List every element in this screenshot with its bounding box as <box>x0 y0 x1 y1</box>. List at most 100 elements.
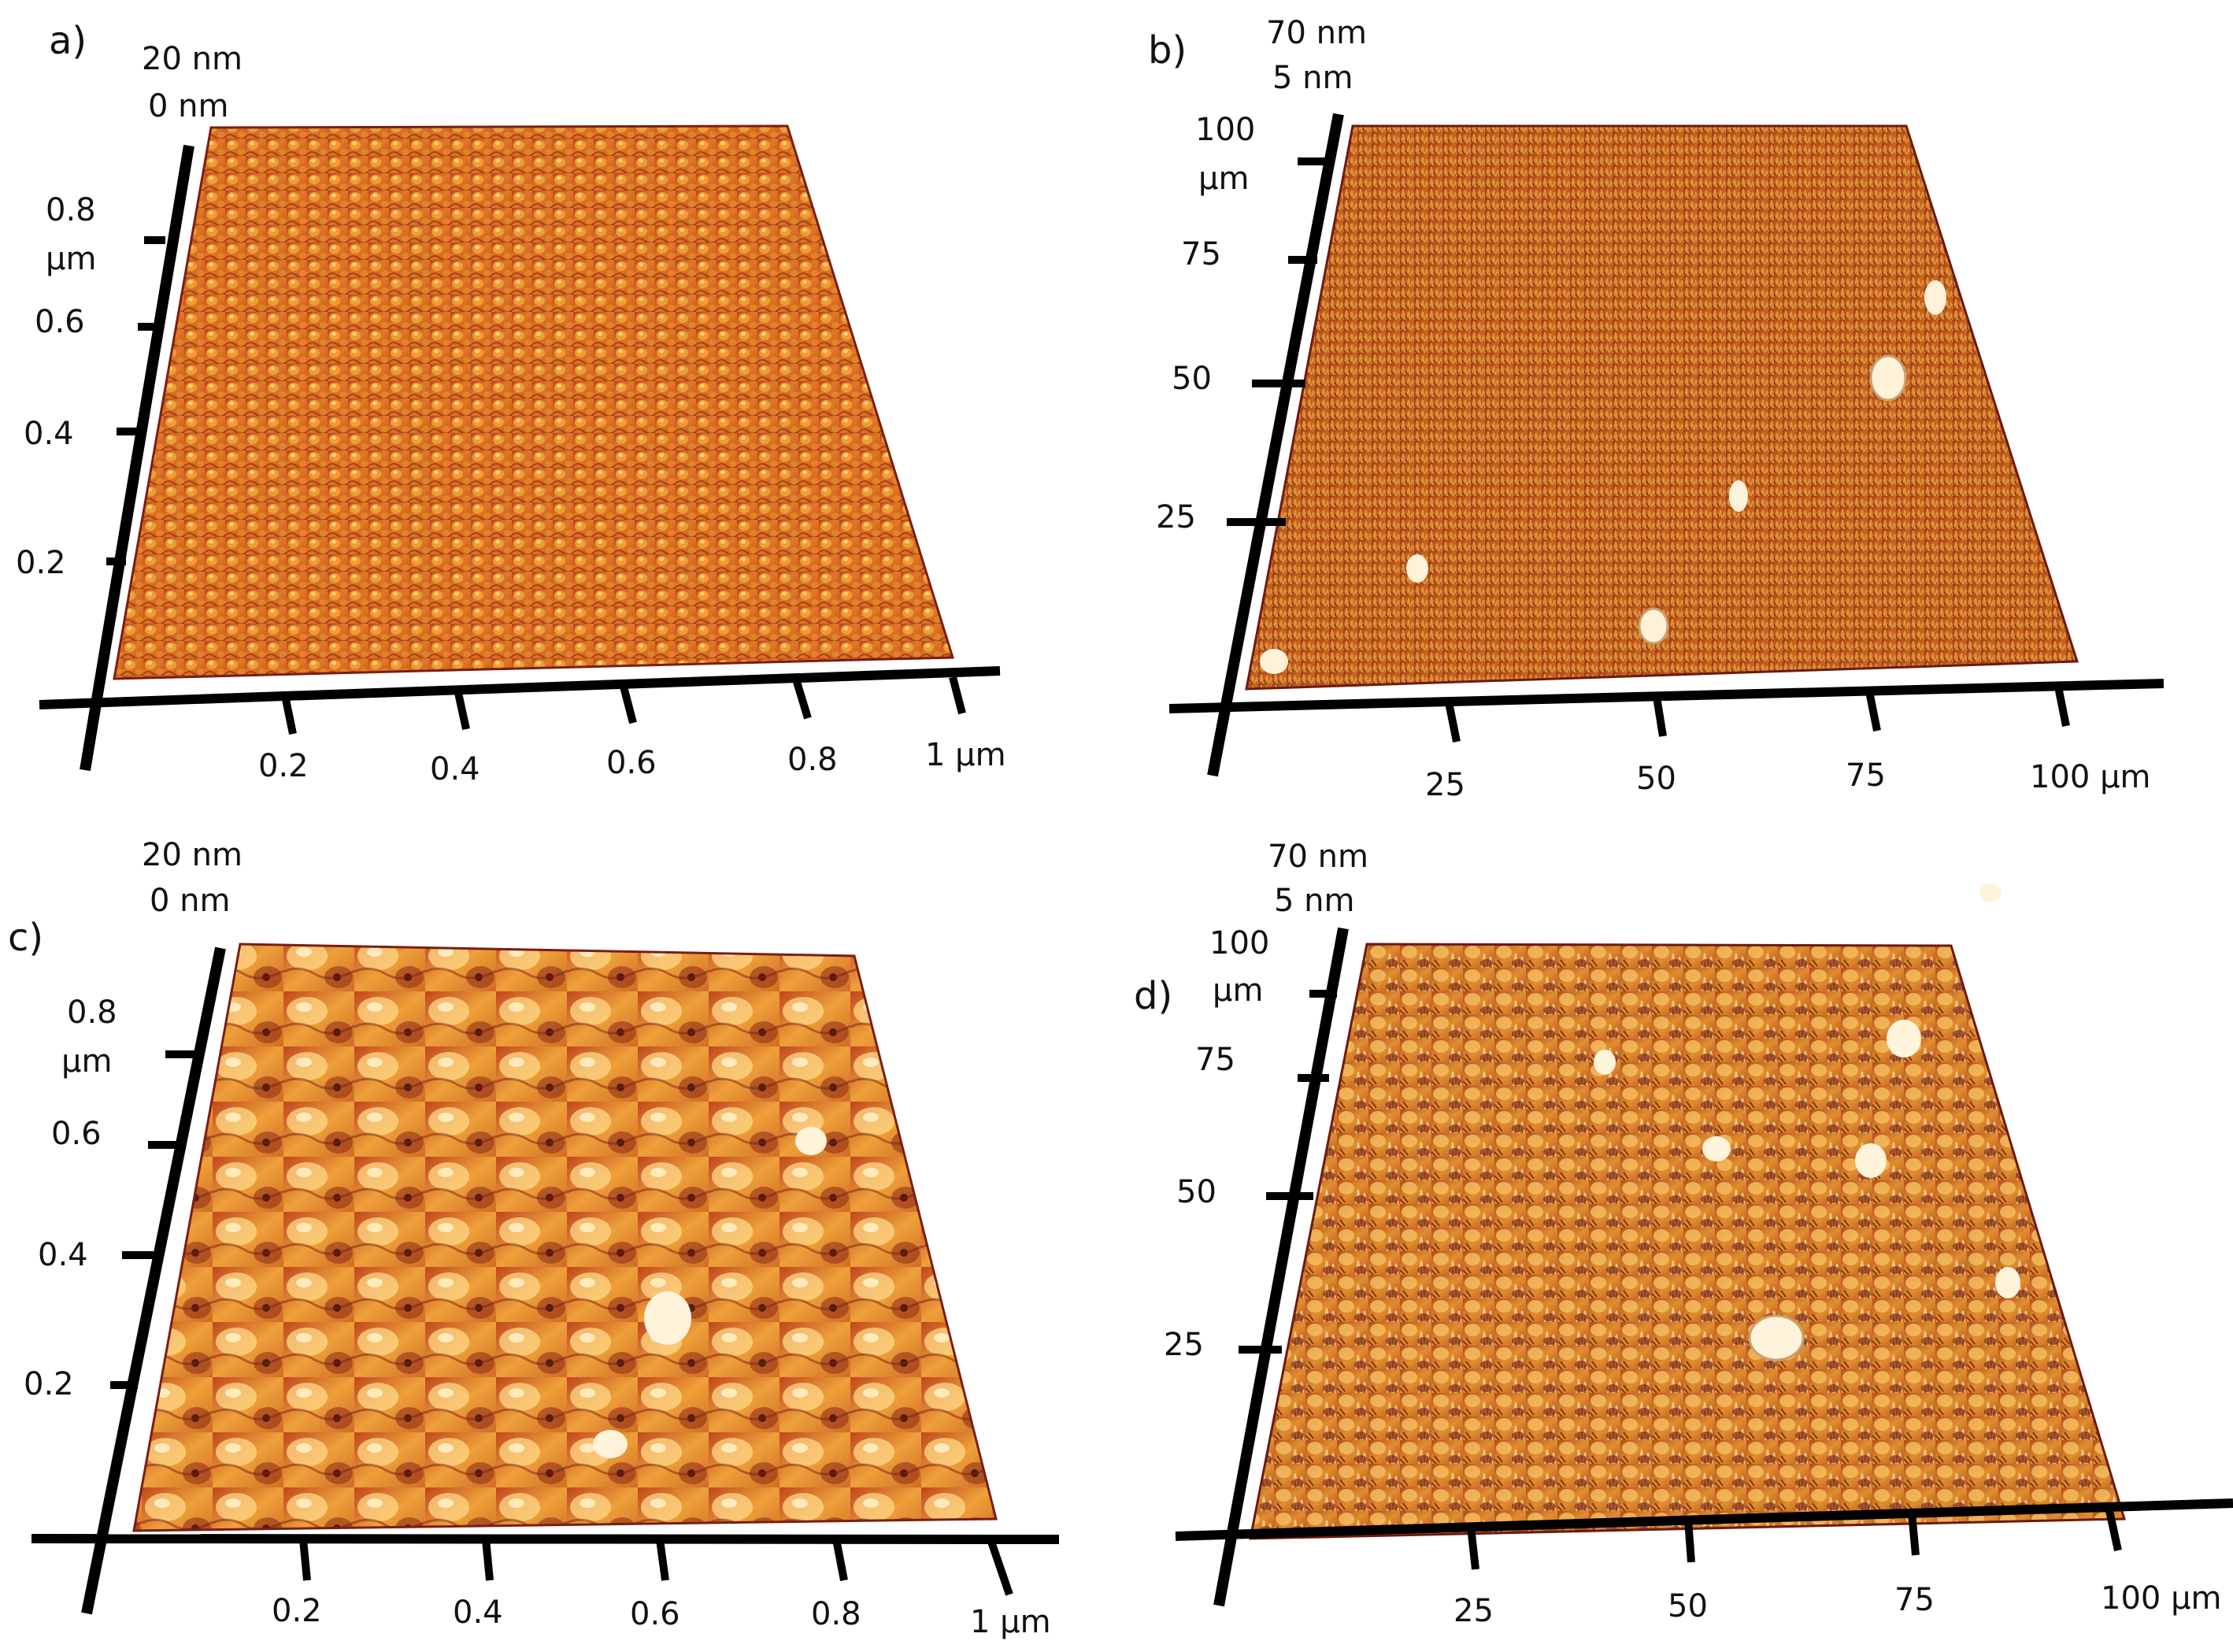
z-max-label: 70 nm <box>1266 15 1367 51</box>
surface-peak <box>795 1127 827 1155</box>
surface-peak <box>1702 1136 1731 1161</box>
x-tick-label: 50 <box>1668 1588 1708 1624</box>
z-max-label: 70 nm <box>1268 839 1368 875</box>
x-tick <box>1908 1512 1920 1556</box>
y-tick-label: 0.4 <box>38 1237 88 1273</box>
x-tick-label: 25 <box>1425 767 1465 803</box>
surface-peak <box>1729 480 1748 512</box>
surface-peak <box>1748 1314 1805 1361</box>
x-tick-label: 50 <box>1636 761 1676 797</box>
y-tick-label: 50 <box>1176 1174 1216 1210</box>
x-tick-label: 25 <box>1453 1593 1494 1629</box>
panel-b: b) 70 nm 5 nm 25 50 75 100 µm 25 50 75 1… <box>1116 0 2233 826</box>
z-min-label: 0 nm <box>150 883 230 919</box>
surface-peak <box>1869 354 1907 402</box>
x-tick-label: 0.2 <box>272 1593 322 1629</box>
x-tick-label: 75 <box>1894 1582 1935 1618</box>
y-tick-label: 50 <box>1172 361 1212 397</box>
z-min-label: 5 nm <box>1272 60 1353 96</box>
panel-letter: c) <box>8 916 43 960</box>
panel-c: c) 20 nm 0 nm 0.2 0.4 0.6 0.8 µm 0.2 0.4… <box>0 826 1116 1652</box>
panel-letter: a) <box>49 19 87 63</box>
z-max-label: 20 nm <box>142 41 243 77</box>
x-axis <box>1175 1498 2233 1541</box>
y-tick-label: 75 <box>1181 236 1221 272</box>
surface-peak <box>1260 649 1288 674</box>
surface-peak <box>1638 607 1669 645</box>
y-axis <box>1213 927 1349 1607</box>
surface-peak <box>1924 280 1946 315</box>
x-tick-label: 1 µm <box>925 737 1006 773</box>
x-axis <box>1168 679 2164 713</box>
y-axis <box>80 144 194 772</box>
surface-peak <box>1855 1143 1887 1178</box>
z-max-label: 20 nm <box>142 837 243 873</box>
y-axis <box>1207 113 1344 777</box>
panel-d-figure: d) 70 nm 5 nm 25 50 75 100 µm 25 50 75 1… <box>1134 839 2233 1629</box>
surface-peak <box>1406 554 1428 583</box>
surface-peak <box>1995 1267 2020 1298</box>
x-tick <box>793 680 812 720</box>
y-tick-label: 100 <box>1195 112 1255 148</box>
x-tick-label: 100 µm <box>2101 1580 2221 1617</box>
z-min-label: 0 nm <box>148 88 228 124</box>
x-tick <box>832 1539 848 1581</box>
y-tick-label: 0.6 <box>35 304 85 340</box>
panel-letter: d) <box>1134 974 1172 1018</box>
x-tick <box>656 1539 669 1581</box>
x-tick-label: 0.4 <box>430 751 480 787</box>
y-unit-label: µm <box>61 1043 112 1080</box>
y-unit-label: µm <box>46 241 96 277</box>
x-tick <box>2105 1506 2122 1552</box>
panel-a-figure: a) 20 nm 0 nm 0.2 0.4 0.6 0.8 µm 0.2 0.4… <box>16 19 1006 787</box>
x-tick-label: 0.8 <box>787 742 838 778</box>
panel-d: d) 70 nm 5 nm 25 50 75 100 µm 25 50 75 1… <box>1116 826 2233 1652</box>
x-tick <box>1865 691 1881 732</box>
surface-peak <box>644 1291 691 1345</box>
panel-letter: b) <box>1148 28 1187 72</box>
y-tick-label: 75 <box>1195 1042 1235 1078</box>
x-tick-label: 0.4 <box>453 1595 503 1631</box>
x-axis <box>39 666 1001 709</box>
y-unit-label: µm <box>1198 161 1249 197</box>
x-tick <box>1684 1519 1695 1563</box>
afm-surface <box>1245 124 2079 691</box>
panel-b-figure: b) 70 nm 5 nm 25 50 75 100 µm 25 50 75 1… <box>1148 15 2164 803</box>
surface-peak <box>593 1430 628 1458</box>
y-tick-label: 0.2 <box>16 545 66 581</box>
x-tick <box>1653 696 1667 737</box>
x-tick <box>454 691 470 731</box>
x-tick <box>949 676 966 715</box>
x-tick <box>299 1539 311 1581</box>
y-unit-label: µm <box>1213 972 1263 1009</box>
surface-peak <box>1887 1020 1921 1058</box>
y-tick-label: 0.6 <box>51 1116 102 1152</box>
x-tick <box>2054 686 2070 727</box>
x-tick <box>1467 1526 1479 1570</box>
surface-peak <box>1979 883 2002 902</box>
x-tick <box>1445 702 1461 743</box>
x-tick-label: 100 µm <box>2030 759 2150 795</box>
x-tick <box>987 1538 1013 1596</box>
x-tick-label: 0.6 <box>630 1596 680 1632</box>
y-tick-label: 0.8 <box>46 192 96 228</box>
afm-surface <box>132 943 998 1532</box>
x-tick <box>282 698 297 735</box>
y-tick-label: 0.4 <box>24 416 74 452</box>
panel-c-figure: c) 20 nm 0 nm 0.2 0.4 0.6 0.8 µm 0.2 0.4… <box>8 837 1060 1640</box>
x-tick <box>482 1539 494 1581</box>
y-axis <box>81 946 226 1615</box>
x-tick-label: 75 <box>1846 757 1886 794</box>
x-tick-label: 0.8 <box>811 1596 861 1632</box>
afm-surface <box>113 124 955 680</box>
y-tick-label: 0.8 <box>67 995 117 1031</box>
y-tick-label: 25 <box>1164 1327 1204 1363</box>
x-tick-label: 1 µm <box>970 1604 1051 1640</box>
y-tick-label: 25 <box>1156 499 1196 535</box>
x-tick-label: 0.6 <box>606 745 657 781</box>
x-tick-label: 0.2 <box>258 748 309 784</box>
x-tick <box>620 685 637 724</box>
y-tick-label: 0.2 <box>24 1366 74 1402</box>
y-tick-label: 100 <box>1209 925 1269 961</box>
surface-peak <box>1594 1050 1616 1075</box>
